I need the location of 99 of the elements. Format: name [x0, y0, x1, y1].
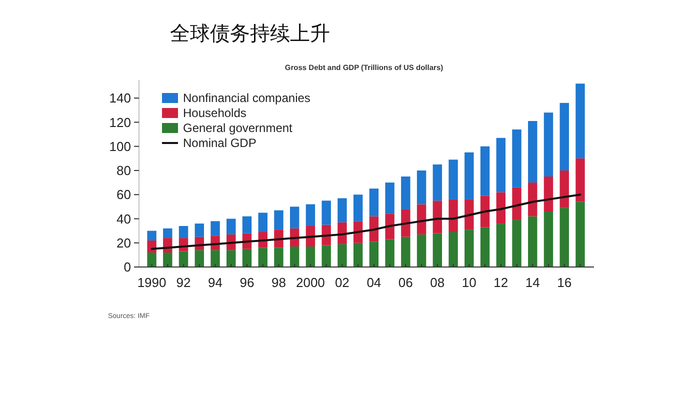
bar: [544, 176, 554, 212]
x-tick-label: 06: [398, 275, 413, 290]
bar: [338, 222, 347, 244]
legend-label: Nominal GDP: [183, 136, 256, 150]
legend-label: General government: [183, 121, 294, 136]
bar: [416, 170, 426, 204]
bar: [560, 102, 569, 170]
bar: [401, 176, 410, 210]
bar: [432, 200, 442, 234]
bar: [210, 221, 220, 236]
y-tick-label: 0: [124, 260, 131, 275]
x-tick-label: 16: [557, 275, 572, 290]
bar: [464, 152, 474, 200]
bar: [512, 187, 522, 220]
y-tick-label: 100: [109, 138, 131, 154]
bar: [544, 212, 554, 267]
bar: [178, 226, 188, 238]
x-tick-label: 1990: [137, 275, 166, 290]
y-tick-label: 20: [116, 235, 131, 250]
bar: [147, 230, 156, 240]
bar: [242, 248, 252, 267]
x-tick-label: 96: [240, 275, 254, 290]
bar: [274, 210, 284, 230]
y-tick-label: 120: [109, 114, 131, 130]
bar: [369, 188, 379, 216]
bar: [178, 251, 188, 267]
bar: [147, 252, 156, 267]
bar: [401, 236, 410, 267]
bar: [306, 204, 316, 226]
bar: [432, 164, 442, 201]
bar: [401, 209, 410, 237]
bar: [480, 146, 490, 196]
x-tick-label: 02: [334, 275, 350, 290]
bar: [576, 158, 585, 202]
y-tick-label: 80: [116, 163, 131, 178]
bar: [576, 202, 585, 267]
bar: [480, 196, 490, 228]
y-tick-label: 40: [116, 211, 131, 226]
bar: [194, 250, 204, 267]
x-tick-label: 12: [494, 275, 508, 290]
bar: [369, 242, 379, 267]
bar: [528, 182, 538, 216]
legend-label: Nonfinancial companies: [183, 91, 310, 106]
bar: [163, 252, 172, 267]
x-tick-label: 92: [176, 275, 191, 290]
x-tick-label: 14: [525, 275, 540, 290]
x-tick-label: 08: [430, 275, 445, 290]
bar: [306, 246, 316, 267]
bar: [576, 84, 585, 158]
bar: [322, 245, 331, 267]
bar: [385, 182, 394, 214]
y-tick-label: 60: [116, 187, 131, 202]
bar: [353, 194, 363, 222]
bar: [290, 246, 300, 267]
x-tick-label: 2000: [296, 275, 325, 290]
bar: [432, 233, 442, 267]
bar: [560, 170, 569, 208]
bar: [258, 212, 268, 232]
bar: [163, 228, 172, 238]
bar: [385, 214, 394, 240]
bar: [147, 240, 156, 253]
bar: [528, 216, 538, 267]
x-tick-label: 04: [366, 275, 382, 290]
bar: [496, 192, 506, 224]
bar: [512, 129, 522, 188]
legend-label: Households: [183, 106, 246, 120]
bar: [353, 242, 363, 267]
bar: [496, 138, 506, 192]
bar: [322, 200, 331, 225]
bar: [464, 230, 474, 267]
bar: [496, 224, 506, 267]
bar: [226, 218, 236, 234]
bar: [448, 232, 458, 267]
bar: [464, 199, 474, 230]
line-series: [150, 194, 582, 250]
bar: [258, 248, 268, 267]
x-tick-label: 10: [462, 275, 476, 290]
bar: [226, 250, 236, 267]
bar: [338, 198, 347, 222]
bar: [448, 160, 458, 200]
bar: [210, 250, 220, 267]
bar: [544, 112, 554, 177]
x-tick-label: 98: [271, 275, 286, 290]
chart-title: 全球债务持续上升: [170, 21, 330, 45]
bar: [338, 244, 347, 267]
bar: [194, 224, 204, 237]
bar: [528, 121, 538, 183]
bar: [416, 204, 426, 234]
bar: [560, 208, 569, 267]
bar: [242, 216, 252, 234]
bar: [290, 206, 300, 228]
bar: [448, 199, 458, 232]
y-tick-label: 140: [109, 90, 131, 106]
bar: [512, 220, 522, 267]
bar: [416, 234, 426, 267]
bar: [385, 239, 394, 267]
bar: [274, 248, 284, 267]
bar: [480, 227, 490, 267]
x-tick-label: 94: [208, 275, 222, 290]
